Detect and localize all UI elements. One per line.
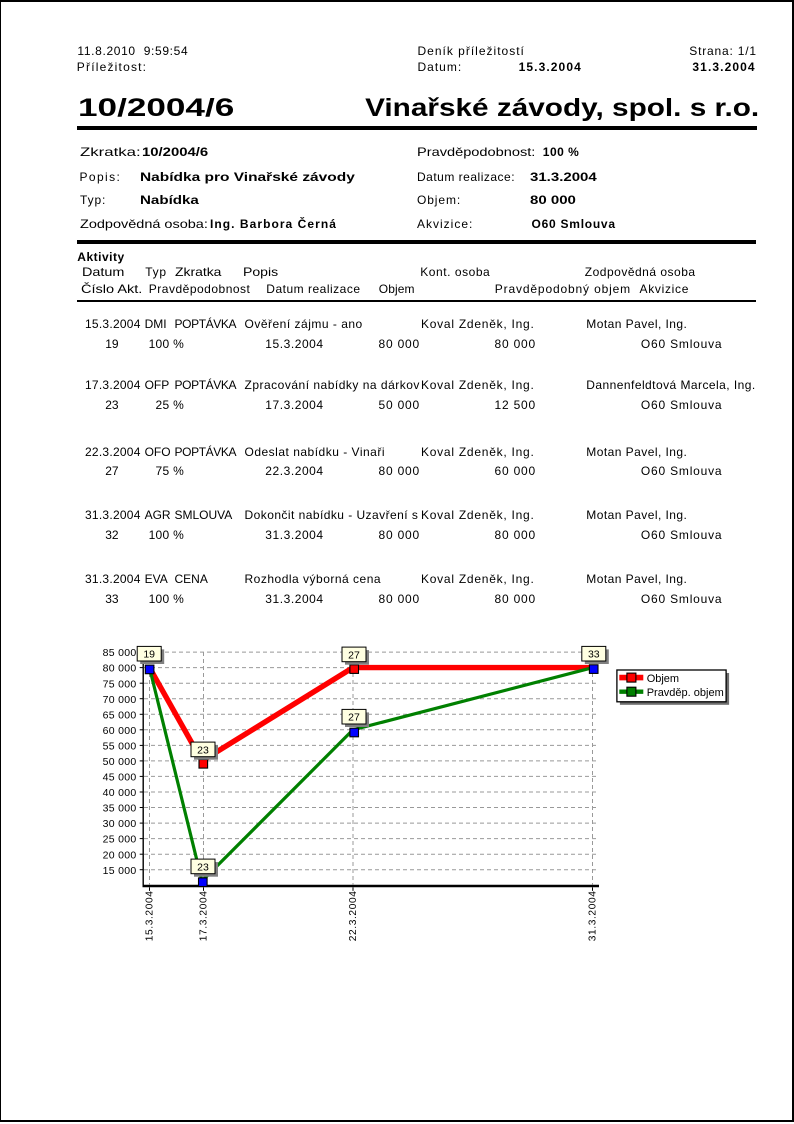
svg-text:20 000: 20 000 <box>103 849 137 861</box>
svg-text:27: 27 <box>348 649 360 661</box>
svg-text:45 000: 45 000 <box>103 772 137 784</box>
svg-text:23: 23 <box>197 744 209 756</box>
svg-text:80 000: 80 000 <box>103 663 137 675</box>
svg-text:40 000: 40 000 <box>103 787 137 799</box>
svg-text:60 000: 60 000 <box>103 725 137 737</box>
svg-text:70 000: 70 000 <box>103 694 137 706</box>
svg-text:50 000: 50 000 <box>103 756 137 768</box>
svg-text:Pravděp. objem: Pravděp. objem <box>647 687 724 699</box>
svg-text:25 000: 25 000 <box>103 834 137 846</box>
svg-text:15 000: 15 000 <box>103 865 137 877</box>
svg-text:75 000: 75 000 <box>103 678 137 690</box>
svg-text:22.3.2004: 22.3.2004 <box>348 891 359 942</box>
svg-text:15.3.2004: 15.3.2004 <box>144 891 155 942</box>
svg-text:33: 33 <box>588 649 600 661</box>
svg-text:27: 27 <box>348 712 360 724</box>
svg-text:19: 19 <box>143 649 155 661</box>
svg-text:30 000: 30 000 <box>103 818 137 830</box>
svg-text:23: 23 <box>197 861 209 873</box>
svg-text:85 000: 85 000 <box>103 647 137 659</box>
svg-text:35 000: 35 000 <box>103 803 137 815</box>
svg-text:31.3.2004: 31.3.2004 <box>587 891 598 942</box>
svg-text:65 000: 65 000 <box>103 709 137 721</box>
svg-text:17.3.2004: 17.3.2004 <box>198 891 209 942</box>
svg-text:Objem: Objem <box>647 673 679 685</box>
svg-text:55 000: 55 000 <box>103 741 137 753</box>
